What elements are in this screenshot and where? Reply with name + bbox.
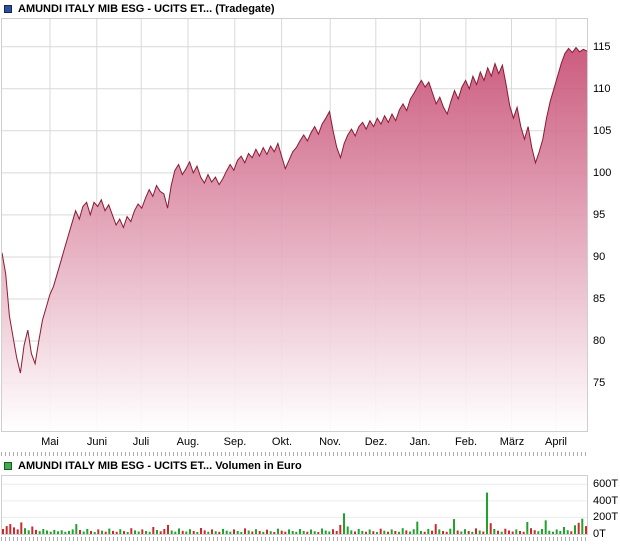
price-x-tick-label: Aug. <box>176 436 200 448</box>
volume-legend-label: AMUNDI ITALY MIB ESG - UCITS ET... Volum… <box>18 460 302 472</box>
volume-legend: AMUNDI ITALY MIB ESG - UCITS ET... Volum… <box>4 460 302 472</box>
price-x-tick-label: Mai <box>41 436 59 448</box>
price-legend: AMUNDI ITALY MIB ESG - UCITS ET... (Trad… <box>4 3 275 15</box>
date-tick-strip-bottom <box>1 537 588 541</box>
price-x-tick-label: Feb. <box>454 436 478 448</box>
price-y-axis: 75 80 85 90 95 100 105 110 115 <box>593 19 620 431</box>
volume-series-marker-icon <box>4 462 12 470</box>
price-x-axis: Mai Juni Juli Aug. Sep. Okt. Nov. Dez. Jan. Feb. M… <box>2 436 587 450</box>
price-y-tick-label: 115 <box>593 41 611 53</box>
volume-y-axis: 0T 200T 400T 600T <box>593 476 620 540</box>
price-x-tick-label: Jan. <box>409 436 431 448</box>
price-y-tick-label: 95 <box>593 209 606 221</box>
price-x-tick-label: Juli <box>132 436 150 448</box>
price-legend-label: AMUNDI ITALY MIB ESG - UCITS ET... (Trad… <box>18 3 275 15</box>
volume-y-tick-label: 600T <box>593 478 619 490</box>
price-chart-canvas[interactable] <box>1 18 588 432</box>
volume-bar-chart[interactable] <box>2 476 587 534</box>
price-area-chart[interactable] <box>2 19 587 431</box>
price-y-tick-label: 90 <box>593 251 606 263</box>
price-y-tick-label: 105 <box>593 125 612 137</box>
volume-y-tick-label: 0T <box>593 528 606 540</box>
price-y-tick-label: 110 <box>593 83 611 95</box>
date-tick-strip-top <box>1 452 588 456</box>
price-y-tick-label: 100 <box>593 167 612 179</box>
price-x-tick-label: Dez. <box>364 436 388 448</box>
price-x-tick-label: März <box>499 436 525 448</box>
price-y-tick-label: 80 <box>593 335 606 347</box>
price-x-tick-label: Sep. <box>223 436 247 448</box>
volume-y-tick-label: 400T <box>593 495 619 507</box>
price-x-tick-label: April <box>544 436 568 448</box>
price-series-marker-icon <box>4 5 12 13</box>
price-x-tick-label: Okt. <box>271 436 293 448</box>
price-x-tick-label: Nov. <box>319 436 341 448</box>
volume-chart-canvas[interactable] <box>1 475 588 535</box>
price-x-tick-label: Juni <box>86 436 108 448</box>
price-y-tick-label: 85 <box>593 293 606 305</box>
volume-y-tick-label: 200T <box>593 511 619 523</box>
price-y-tick-label: 75 <box>593 377 606 389</box>
